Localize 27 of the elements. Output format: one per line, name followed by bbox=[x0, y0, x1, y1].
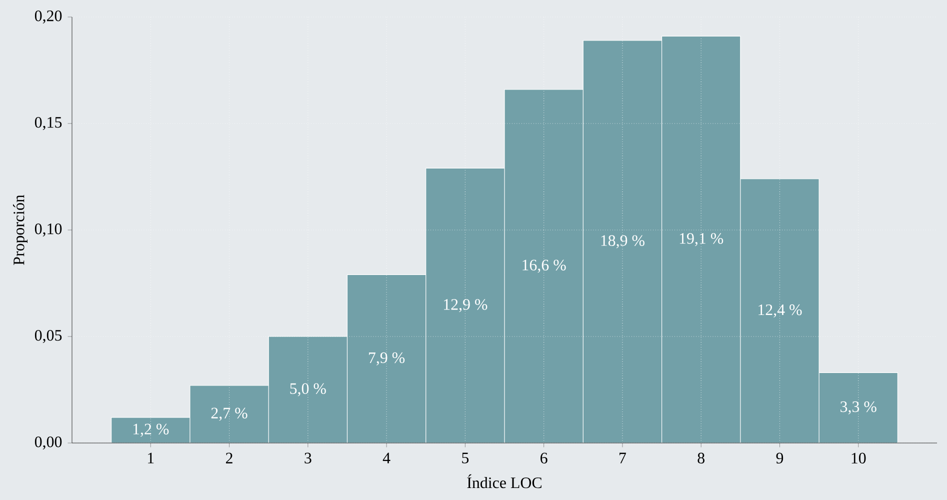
x-tick-label: 1 bbox=[148, 452, 154, 464]
y-axis-title: Proporción bbox=[13, 194, 28, 265]
x-tick-label: 4 bbox=[382, 452, 390, 464]
x-tick-label: 5 bbox=[462, 452, 469, 464]
y-tick-label: 0,15 bbox=[34, 116, 62, 130]
x-tick-label: 7 bbox=[620, 452, 626, 464]
data-label: 3,3 % bbox=[840, 401, 876, 414]
y-tick-label: 0,20 bbox=[34, 10, 62, 24]
x-axis-title: Índice LOC bbox=[467, 474, 542, 488]
data-label: 16,6 % bbox=[522, 260, 566, 273]
y-tick-label: 0,05 bbox=[34, 330, 62, 344]
data-label: 2,7 % bbox=[211, 408, 248, 421]
x-tick-label: 2 bbox=[226, 452, 232, 464]
data-label: 5,0 % bbox=[290, 383, 326, 396]
x-tick-label: 3 bbox=[304, 452, 312, 464]
data-label: 12,9 % bbox=[444, 299, 488, 312]
x-tick-label: 9 bbox=[776, 452, 784, 464]
data-label: 12,4 % bbox=[758, 304, 802, 318]
y-tick-label: 0,00 bbox=[34, 436, 62, 450]
x-tick-label: 6 bbox=[540, 452, 548, 464]
data-label: 7,9 % bbox=[369, 352, 405, 366]
y-tick-label: 0,10 bbox=[34, 223, 62, 237]
x-tick-label: 10 bbox=[852, 452, 866, 464]
data-label: 18,9 % bbox=[601, 235, 644, 248]
data-label: 1,2 % bbox=[133, 424, 169, 437]
x-tick-label: 8 bbox=[698, 452, 704, 464]
data-label: 19,1 % bbox=[680, 233, 724, 246]
